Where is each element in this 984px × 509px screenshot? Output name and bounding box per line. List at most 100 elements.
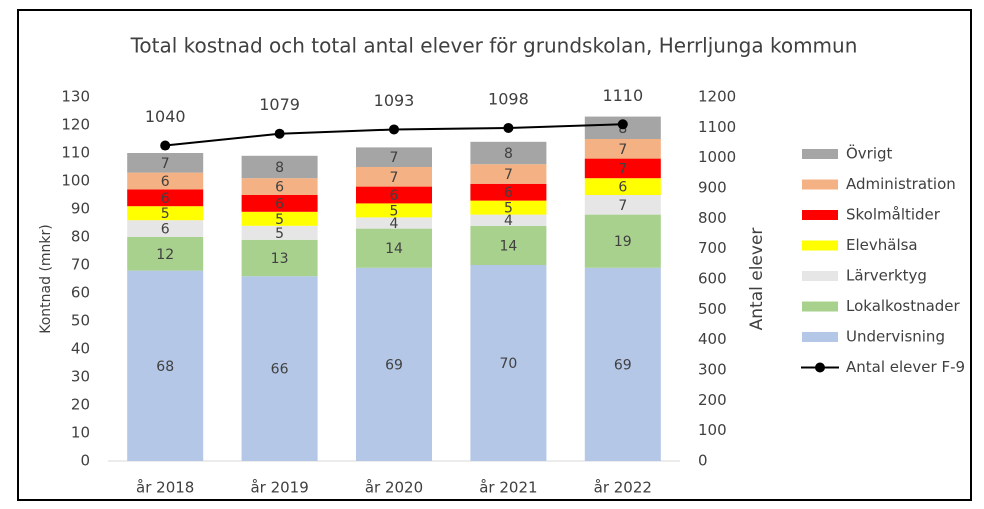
y2-tick-label: 0 — [698, 452, 708, 470]
y-tick-label: 80 — [71, 228, 90, 246]
y2-tick-label: 100 — [698, 421, 727, 439]
bar-segment — [584, 158, 661, 179]
data-label: 68 — [156, 359, 174, 375]
line-marker — [617, 119, 628, 130]
data-label: 1079 — [259, 95, 300, 114]
data-label: 5 — [275, 212, 284, 228]
line-marker — [503, 122, 514, 133]
bar-segment — [584, 195, 661, 215]
y-tick-label: 100 — [61, 172, 90, 190]
bar-segment — [470, 164, 547, 184]
data-label: 5 — [161, 206, 170, 222]
bar-segment — [356, 267, 432, 461]
bar-segment — [127, 237, 204, 271]
legend-label: Skolmåltider — [846, 206, 941, 224]
data-label: 7 — [618, 198, 627, 214]
chart-title: Total kostnad och total antal elever för… — [130, 34, 858, 58]
y-tick-label: 130 — [61, 88, 90, 106]
bar-segment — [356, 217, 432, 229]
legend-label: Administration — [846, 175, 956, 193]
bar-segment — [470, 141, 547, 165]
legend-label: Antal elever F-9 — [846, 358, 965, 376]
x-tick-label: år 2018 — [136, 479, 194, 497]
data-label: 7 — [618, 161, 627, 177]
data-label: 6 — [618, 180, 627, 196]
legend-label: Övrigt — [846, 144, 893, 163]
data-label: 4 — [504, 213, 513, 229]
data-label: 6 — [275, 196, 284, 212]
bar-segment — [241, 239, 318, 277]
bar-segment — [584, 267, 661, 461]
bar-segment — [584, 178, 661, 195]
data-label: 5 — [275, 226, 284, 242]
line-marker — [274, 128, 285, 139]
line-marker — [160, 140, 171, 151]
y2-tick-label: 900 — [698, 179, 727, 197]
y2-tick-label: 600 — [698, 270, 727, 288]
bar-segment — [241, 225, 318, 240]
bar-segment — [127, 189, 204, 207]
x-tick-label: år 2019 — [250, 479, 308, 497]
legend-label: Elevhälsa — [846, 236, 918, 254]
data-label: 7 — [504, 167, 513, 183]
data-label: 70 — [499, 356, 517, 372]
y2-tick-label: 1200 — [698, 88, 736, 106]
bar-segment — [241, 178, 318, 195]
data-label: 7 — [161, 156, 170, 172]
y-tick-label: 120 — [61, 116, 90, 134]
data-label: 13 — [271, 251, 289, 267]
bar-segment — [470, 200, 547, 215]
bar-segment — [356, 203, 432, 218]
data-label: 69 — [385, 357, 403, 373]
data-label: 1110 — [602, 86, 643, 105]
bar-segment — [241, 155, 318, 179]
data-label: 7 — [390, 150, 399, 166]
y2-axis-title: Antal elever — [747, 228, 767, 331]
data-label: 6 — [161, 174, 170, 190]
bar-segment — [356, 228, 432, 268]
y2-tick-label: 400 — [698, 330, 727, 348]
data-label: 5 — [504, 201, 513, 217]
y-tick-label: 30 — [71, 368, 90, 386]
bar-segment — [241, 276, 318, 461]
x-tick-label: år 2020 — [365, 479, 423, 497]
legend-swatch — [802, 210, 838, 220]
y-tick-label: 60 — [71, 284, 90, 302]
bar-segment — [584, 139, 661, 159]
y-tick-label: 0 — [80, 452, 90, 470]
legend-swatch — [802, 271, 838, 281]
data-label: 19 — [614, 234, 632, 250]
data-label: 8 — [275, 160, 284, 176]
y-axis-title: Kontnad (mnkr) — [38, 224, 54, 334]
legend-swatch — [802, 149, 838, 159]
y-tick-label: 10 — [71, 424, 90, 442]
bar-segment — [584, 214, 661, 268]
data-label: 8 — [504, 146, 513, 162]
legend-swatch — [802, 240, 838, 251]
data-label: 14 — [385, 241, 403, 257]
y-tick-label: 70 — [71, 256, 90, 274]
bar-segment — [127, 220, 204, 237]
legend-swatch — [802, 332, 838, 342]
legend-swatch — [802, 179, 838, 190]
data-label: 7 — [618, 142, 627, 158]
data-label: 14 — [499, 238, 517, 254]
data-label: 12 — [156, 247, 174, 263]
legend-label: Lokalkostnader — [846, 297, 961, 315]
y2-tick-label: 1000 — [698, 148, 736, 166]
x-tick-label: år 2021 — [479, 479, 537, 497]
data-label: 6 — [161, 191, 170, 207]
y-tick-label: 20 — [71, 396, 90, 414]
bar-segment — [470, 265, 547, 461]
bar-segment — [470, 214, 547, 226]
bar-segment — [356, 167, 432, 187]
y2-tick-label: 500 — [698, 300, 727, 318]
legend-swatch — [802, 301, 838, 312]
bar-segment — [356, 147, 432, 167]
y2-tick-label: 200 — [698, 391, 727, 409]
data-label: 6 — [390, 188, 399, 204]
data-label: 1093 — [374, 91, 415, 110]
bar-segment — [241, 195, 318, 212]
